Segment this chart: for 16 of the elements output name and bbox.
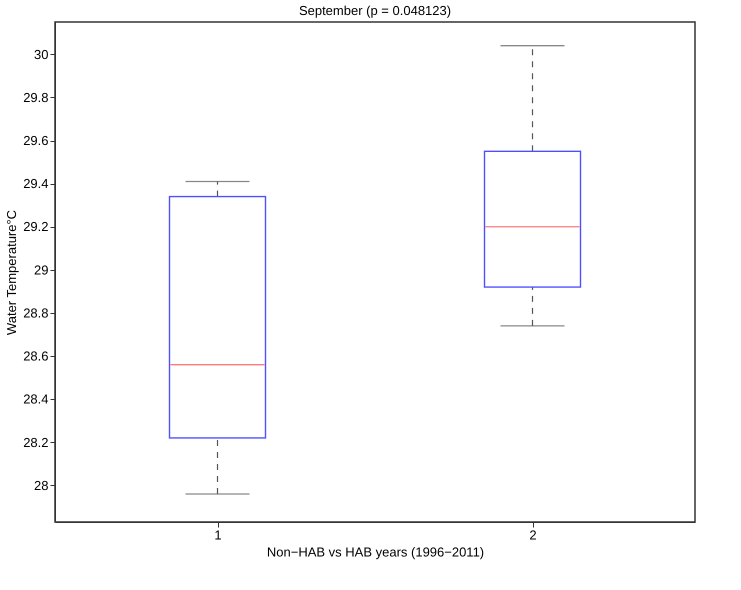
y-tick-label: 28.8 [23,305,48,320]
y-tick-label: 29 [34,262,48,278]
y-tick-label: 29.8 [23,90,48,105]
y-tick-label: 29.4 [23,176,48,192]
chart-title: September (p = 0.048123) [298,3,452,18]
y-tick-label: 28.4 [23,392,48,407]
x-tick-label: 1 [214,528,222,542]
y-tick-label: 29.6 [23,133,48,148]
y-axis-title: Water Temperature°C [4,210,20,336]
y-tick-label: 28.6 [23,348,48,364]
y-tick-label: 28 [34,478,48,493]
x-tick-label: 2 [529,528,537,542]
y-tick-label: 29.2 [23,219,48,234]
y-tick-label: 28.2 [23,434,48,450]
y-tick-label: 30 [34,46,48,62]
x-axis-title: Non−HAB vs HAB years (1996−2011) [266,544,484,560]
